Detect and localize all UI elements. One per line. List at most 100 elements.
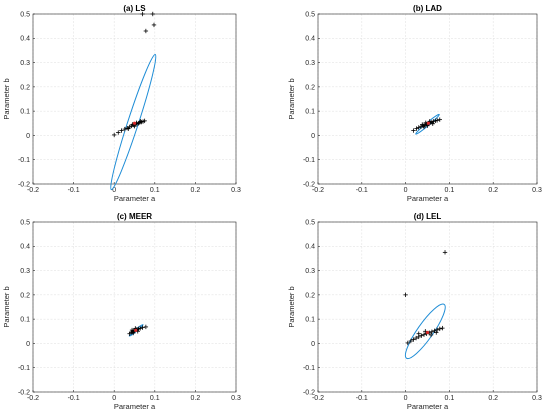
y-tick-label: 0.4 [305, 36, 315, 43]
center-point [425, 330, 430, 335]
y-axis-label: Parameter b [287, 286, 296, 327]
x-tick-label: -0.2 [27, 395, 39, 402]
plot-frame [32, 221, 237, 393]
y-tick-label: 0.2 [20, 84, 30, 91]
y-tick-label: 0.2 [20, 292, 30, 299]
y-tick-label: 0.4 [305, 244, 315, 251]
y-tick-label: 0.1 [20, 109, 30, 116]
y-tick-label: -0.2 [303, 181, 315, 188]
x-tick-label: 0 [404, 395, 408, 402]
data-point [122, 126, 127, 132]
data-point [131, 330, 136, 336]
x-tick-label: 0.1 [150, 187, 160, 194]
data-point [142, 118, 147, 124]
center-point [426, 121, 430, 125]
x-tick-label: 0 [404, 187, 408, 194]
data-point [411, 128, 416, 133]
x-axis-label: Parameter a [407, 402, 449, 411]
x-tick-label: -0.1 [356, 187, 368, 194]
data-point [419, 333, 424, 338]
data-point [137, 326, 143, 331]
x-tick-label: 0.2 [191, 395, 201, 402]
plot-frame [317, 221, 538, 393]
y-tick-label: 0 [311, 341, 315, 348]
data-point [126, 126, 131, 131]
x-tick-label: -0.1 [68, 395, 80, 402]
x-axis-label: Parameter a [114, 402, 156, 411]
panel-title: (c) MEER [117, 212, 152, 221]
data-point [138, 119, 143, 124]
data-point [442, 250, 448, 255]
y-tick-label: 0.4 [20, 36, 30, 43]
data-point [434, 327, 440, 333]
y-tick-label: -0.2 [303, 389, 315, 396]
y-axis-label: Parameter b [2, 286, 11, 327]
data-point [140, 325, 145, 330]
data-point [440, 325, 445, 331]
y-tick-label: -0.1 [303, 157, 315, 164]
data-point [421, 124, 427, 130]
x-tick-label: 0 [112, 187, 116, 194]
y-tick-label: 0.3 [20, 268, 30, 275]
y-tick-label: 0.2 [305, 292, 315, 299]
x-axis-label: Parameter a [114, 194, 156, 203]
data-point [416, 331, 421, 336]
y-tick-label: 0.5 [20, 11, 30, 18]
center-point [134, 328, 138, 332]
panel-title: (d) LEL [414, 212, 442, 221]
x-tick-label: 0.1 [150, 395, 160, 402]
plot-frame [317, 13, 538, 185]
y-tick-label: -0.2 [18, 389, 30, 396]
x-tick-label: 0.1 [445, 395, 455, 402]
x-tick-label: -0.1 [356, 395, 368, 402]
y-tick-label: 0.3 [305, 268, 315, 275]
data-point [437, 117, 442, 122]
data-point [405, 340, 410, 346]
y-tick-label: 0 [26, 133, 30, 140]
x-tick-label: -0.2 [312, 187, 324, 194]
data-point [119, 128, 124, 133]
y-tick-label: 0.1 [305, 109, 315, 116]
y-tick-label: 0.3 [20, 60, 30, 67]
x-tick-label: 0 [112, 395, 116, 402]
y-axis-label: Parameter b [287, 78, 296, 119]
x-tick-label: 0.3 [231, 187, 241, 194]
y-tick-label: 0 [26, 341, 30, 348]
data-point [437, 326, 442, 332]
data-point [430, 121, 435, 126]
center-point [132, 121, 137, 125]
plot-frame [32, 13, 237, 185]
x-tick-label: 0.3 [231, 395, 241, 402]
data-point [129, 327, 135, 333]
data-point [143, 28, 149, 34]
x-tick-label: -0.1 [68, 187, 80, 194]
data-point [140, 11, 145, 17]
y-tick-label: 0.5 [20, 219, 30, 226]
data-point [112, 132, 117, 138]
y-tick-label: -0.1 [18, 365, 30, 372]
x-tick-label: 0.1 [445, 187, 455, 194]
y-tick-label: 0.5 [305, 219, 315, 226]
data-point [116, 130, 121, 135]
y-tick-label: 0.1 [20, 317, 30, 324]
panel-2: -0.2 -0.1 0 0.1 0.2 0.3 -0.2 -0.1 0 0.1 0.2 0.3 0.4 0… [2, 212, 241, 411]
y-tick-label: -0.1 [18, 157, 30, 164]
data-point [150, 11, 155, 17]
panel-1: -0.2 -0.1 0 0.1 0.2 0.3 -0.2 -0.1 0 0.1 0.2 0.3 0.4 0… [287, 4, 542, 203]
data-point [434, 330, 439, 335]
x-tick-label: 0.3 [532, 395, 542, 402]
y-tick-label: 0.4 [20, 244, 30, 251]
panel-title: (b) LAD [413, 4, 442, 13]
data-point [429, 329, 435, 334]
x-tick-label: 0.2 [488, 395, 498, 402]
data-point [428, 332, 434, 338]
x-tick-label: 0.3 [532, 187, 542, 194]
data-point [151, 22, 157, 28]
x-tick-label: 0.2 [191, 187, 201, 194]
data-point [421, 332, 427, 337]
data-point [403, 292, 408, 298]
data-point [420, 122, 425, 127]
confidence-ellipse [404, 303, 446, 360]
data-point [416, 125, 421, 130]
